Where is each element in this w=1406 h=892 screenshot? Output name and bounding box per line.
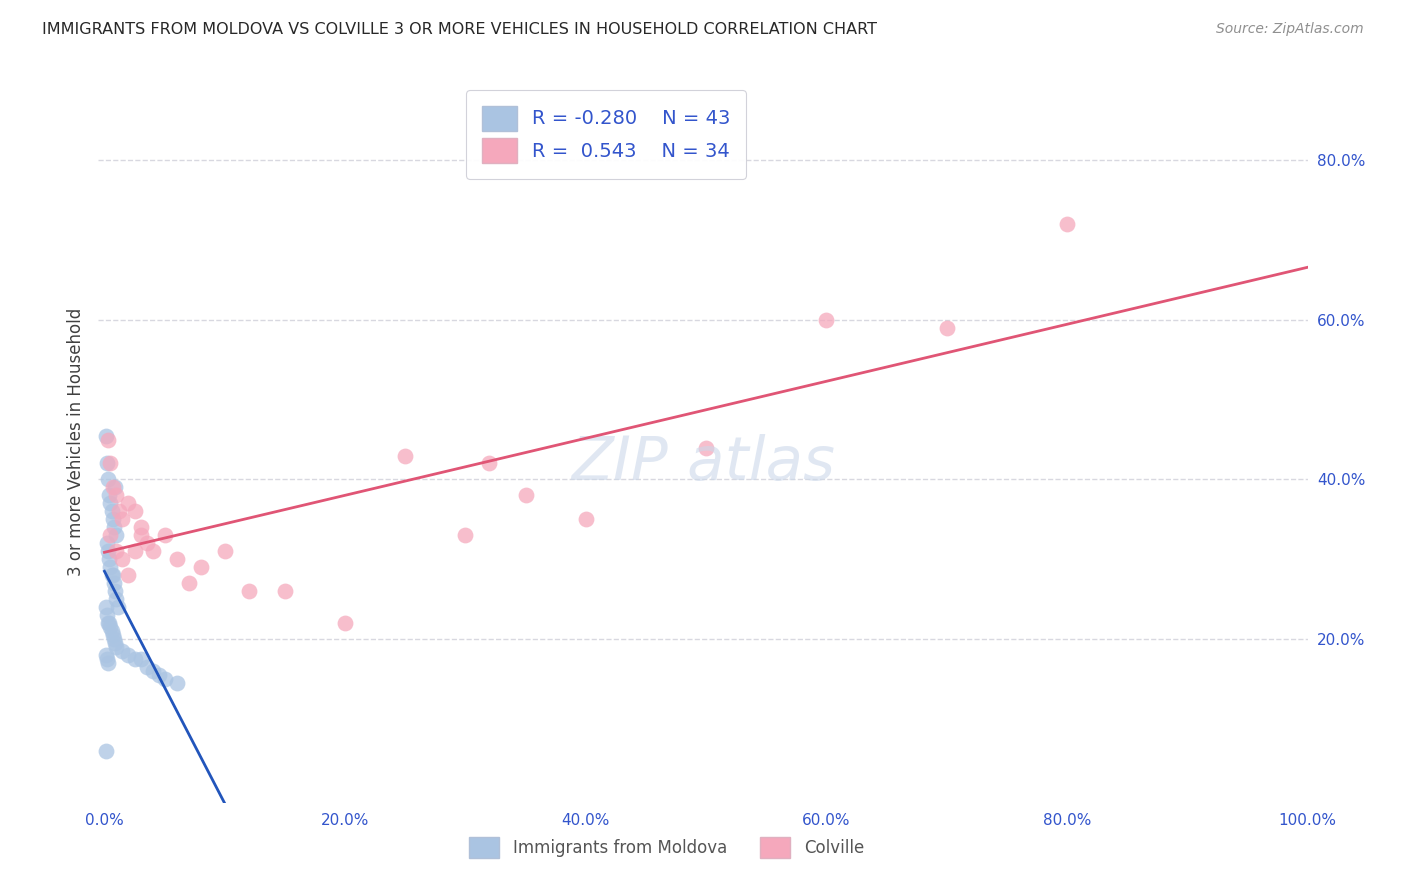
Point (575, 512, 598, 526)
Point (695, 441, 717, 455)
Point (104, 480, 127, 494)
Point (98, 616, 121, 631)
Point (97, 616, 120, 631)
Point (100, 620, 122, 634)
Point (97, 544, 120, 558)
Point (94, 648, 117, 662)
Point (96, 608, 118, 623)
Point (274, 584, 297, 599)
Point (166, 676, 188, 690)
Point (153, 528, 176, 542)
Point (111, 644, 134, 658)
Point (103, 632, 125, 647)
Point (100, 528, 122, 542)
Point (100, 496, 122, 510)
Point (105, 592, 128, 607)
Point (190, 560, 212, 574)
Point (101, 480, 124, 494)
Point (94, 744, 117, 758)
Point (935, 320, 957, 334)
Point (177, 576, 200, 591)
Point (100, 624, 122, 639)
Point (111, 512, 134, 526)
Point (135, 660, 157, 674)
Point (135, 536, 157, 550)
Point (103, 520, 125, 534)
Point (129, 520, 152, 534)
Point (214, 544, 236, 558)
Y-axis label: 3 or more Vehicles in Household: 3 or more Vehicles in Household (66, 308, 84, 575)
Point (478, 457, 501, 471)
Point (111, 552, 134, 566)
Point (124, 504, 146, 518)
Point (142, 664, 165, 678)
Point (96, 652, 118, 666)
Point (153, 672, 176, 686)
Point (94, 600, 117, 615)
Point (105, 488, 128, 502)
Point (105, 528, 128, 542)
Point (97, 473, 120, 487)
Text: IMMIGRANTS FROM MOLDOVA VS COLVILLE 3 OR MORE VEHICLES IN HOUSEHOLD CORRELATION : IMMIGRANTS FROM MOLDOVA VS COLVILLE 3 OR… (42, 22, 877, 37)
Point (97, 656, 120, 670)
Legend: Immigrants from Moldova, Colville: Immigrants from Moldova, Colville (461, 829, 872, 867)
Point (166, 552, 188, 566)
Point (94, 428, 117, 442)
Point (117, 568, 139, 582)
Point (101, 512, 124, 526)
Point (97, 433, 120, 447)
Point (96, 536, 118, 550)
Point (124, 652, 146, 666)
Point (104, 636, 127, 650)
Point (142, 544, 165, 558)
Point (101, 568, 124, 582)
Point (96, 457, 118, 471)
Point (1056, 217, 1078, 231)
Point (98, 488, 121, 502)
Text: Source: ZipAtlas.com: Source: ZipAtlas.com (1216, 22, 1364, 37)
Point (101, 628, 124, 642)
Point (117, 648, 139, 662)
Point (100, 568, 122, 582)
Point (98, 552, 121, 566)
Point (394, 449, 416, 463)
Point (515, 488, 537, 502)
Point (129, 652, 152, 666)
Point (238, 584, 260, 599)
Point (103, 576, 125, 591)
Point (105, 640, 128, 654)
Point (100, 560, 122, 574)
Point (100, 457, 122, 471)
Point (148, 668, 170, 682)
Point (117, 496, 139, 510)
Point (105, 544, 128, 558)
Point (815, 313, 838, 327)
Point (333, 616, 356, 631)
Point (129, 528, 152, 542)
Point (100, 504, 122, 518)
Point (104, 584, 127, 599)
Point (107, 600, 129, 615)
Text: ZIP atlas: ZIP atlas (571, 434, 835, 492)
Point (124, 544, 146, 558)
Point (454, 528, 477, 542)
Point (108, 504, 131, 518)
